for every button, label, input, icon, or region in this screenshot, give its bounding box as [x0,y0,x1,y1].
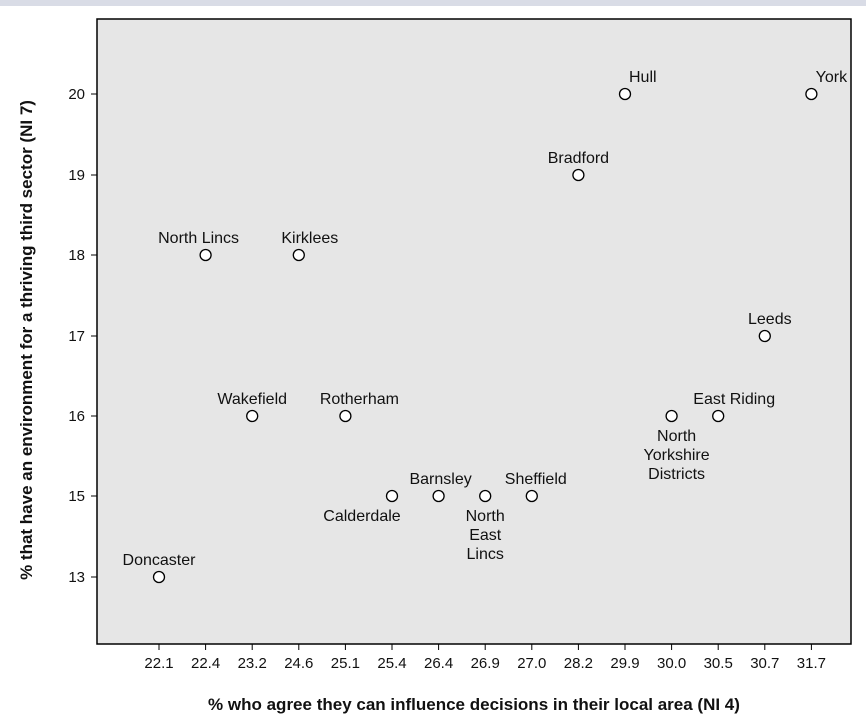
x-tick-label: 26.9 [471,655,500,672]
x-tick-label: 24.6 [284,655,313,672]
data-point-label: Kirklees [281,230,338,247]
data-point-marker [292,248,305,262]
data-point-label: East [469,527,502,544]
data-point-label: Bradford [548,150,609,167]
data-point-marker [618,87,632,101]
data-point-marker [199,248,212,262]
x-tick-label: 25.4 [377,655,406,672]
y-axis: 13 15 16 17 18 19 20 [68,86,97,586]
data-point-label: Barnsley [409,471,471,488]
x-tick-label: 30.0 [657,655,686,672]
x-axis: 22.1 22.4 23.2 24.6 25.1 25.4 26.4 26.9 27.0 28.2… [144,644,826,672]
x-tick-label: 27.0 [517,655,546,672]
data-point-marker [339,409,352,423]
data-point-label: Sheffield [505,471,567,488]
plot-area [96,18,852,645]
x-tick-label: 22.1 [144,655,173,672]
y-tick-label: 15 [68,488,85,505]
y-tick-label: 19 [68,167,85,184]
y-tick-label: 17 [68,328,85,345]
data-point-label: Leeds [748,311,792,328]
data-point-marker [432,489,445,503]
x-tick-label: 26.4 [424,655,453,672]
x-tick-label: 29.9 [610,655,639,672]
x-tick-label: 30.5 [704,655,733,672]
data-point-label: Lincs [467,546,504,563]
data-point-label: Rotherham [320,391,399,408]
data-point-label: Doncaster [123,552,197,569]
y-tick-label: 16 [68,408,85,425]
top-band [0,0,866,6]
data-point-label: North [466,508,505,525]
data-point-marker [572,168,585,182]
data-point-label: North Lincs [158,230,239,247]
data-point-label: North [657,428,696,445]
data-point-label: Districts [648,466,705,483]
x-tick-label: 25.1 [331,655,360,672]
data-point-marker [479,489,492,503]
x-tick-label: 28.2 [564,655,593,672]
y-tick-label: 18 [68,247,85,264]
data-point-marker [712,409,725,423]
data-point-marker [385,489,399,503]
data-point-label: Hull [629,69,657,86]
data-point-label: East Riding [693,391,775,408]
data-points: Doncaster North Lincs Wakefield Kirklees Rot… [123,69,848,584]
x-tick-label: 31.7 [797,655,826,672]
x-tick-label: 22.4 [191,655,220,672]
y-tick-label: 20 [68,86,85,103]
data-point-marker [525,489,538,503]
data-point-marker [152,570,166,584]
y-tick-label: 13 [68,569,85,586]
data-point-marker [246,409,259,423]
data-point-label: Wakefield [217,391,287,408]
data-point-marker [758,329,771,343]
x-tick-label: 23.2 [238,655,267,672]
data-point-label: York [816,69,848,86]
data-point-label: Calderdale [323,508,400,525]
x-tick-label: 30.7 [750,655,779,672]
x-axis-title: % who agree they can influence decisions… [208,695,740,714]
y-axis-title: % that have an environment for a thrivin… [17,100,36,580]
data-point-marker [805,87,818,101]
data-point-marker [665,409,678,423]
data-point-label: Yorkshire [644,447,710,464]
